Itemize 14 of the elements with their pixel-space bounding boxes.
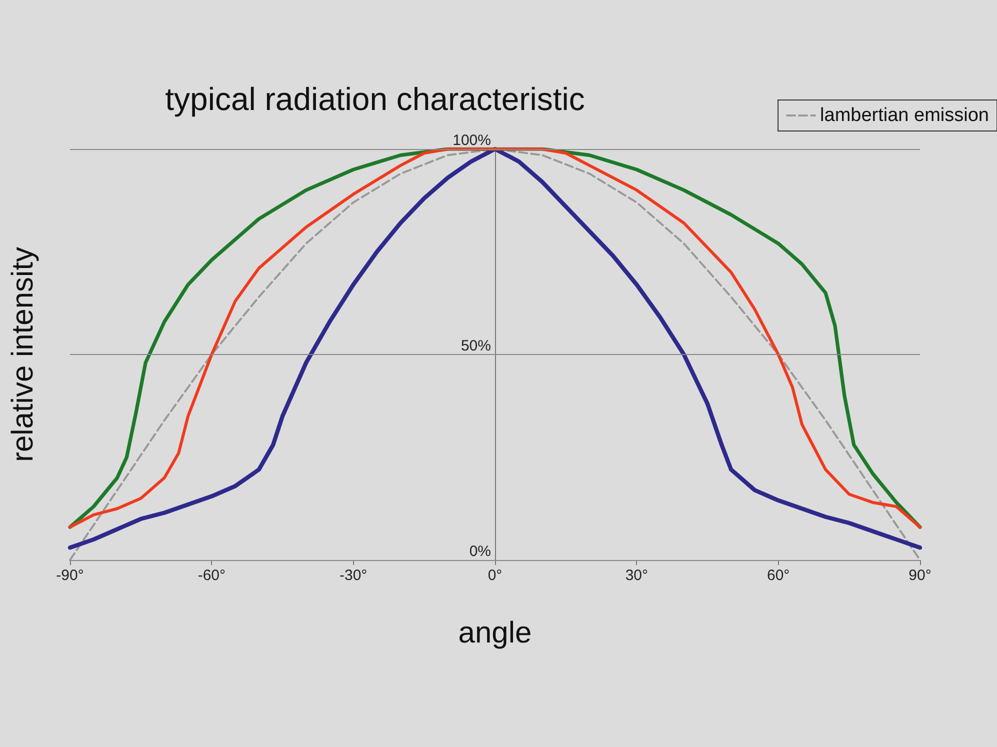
- x-tick-label: -60°: [198, 567, 226, 584]
- x-tick-label: 30°: [625, 567, 648, 584]
- x-tick-label: 0°: [488, 567, 502, 584]
- y-axis-title: relative intensity: [6, 246, 40, 462]
- y-tick-label: 0%: [469, 543, 491, 560]
- x-tick-label: -90°: [56, 567, 84, 584]
- x-tick-label: 90°: [908, 567, 932, 584]
- chart-title: typical radiation characteristic: [165, 81, 585, 117]
- x-axis-title: angle: [458, 616, 532, 650]
- legend-label: lambertian emission: [820, 105, 990, 126]
- y-tick-label: 50%: [460, 338, 491, 354]
- y-tick-label: 100%: [452, 132, 491, 149]
- x-tick-label: 60°: [766, 567, 790, 584]
- x-tick-label: -30°: [339, 567, 368, 584]
